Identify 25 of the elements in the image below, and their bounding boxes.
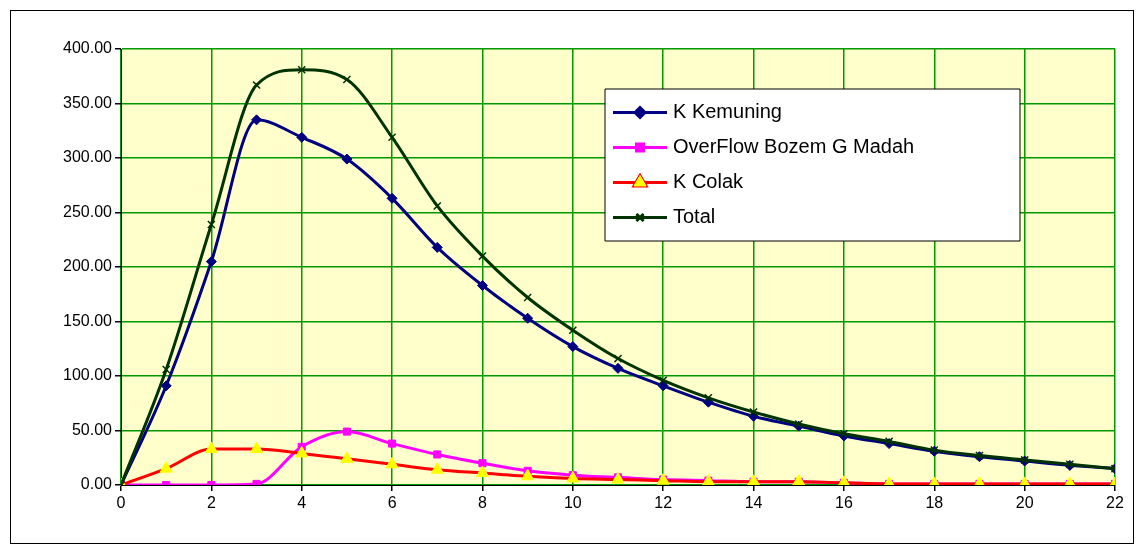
legend-label: K Colak bbox=[673, 170, 745, 193]
y-tick-label: 0.00 bbox=[80, 475, 113, 493]
y-tick-label: 200.00 bbox=[63, 257, 113, 275]
y-tick-label: 400.00 bbox=[63, 39, 113, 57]
x-tick-label: 18 bbox=[925, 494, 944, 512]
y-tick-label: 350.00 bbox=[63, 93, 113, 111]
x-tick-label: 22 bbox=[1106, 494, 1124, 512]
x-tick-label: 20 bbox=[1015, 494, 1034, 512]
x-tick-label: 14 bbox=[744, 494, 763, 512]
x-tick-label: 6 bbox=[387, 494, 397, 512]
x-tick-label: 0 bbox=[116, 494, 126, 512]
legend-label: Total bbox=[673, 205, 716, 228]
x-tick-label: 12 bbox=[654, 494, 673, 512]
y-tick-label: 300.00 bbox=[63, 148, 113, 166]
legend-label: K Kemuning bbox=[673, 100, 782, 123]
y-tick-label: 150.00 bbox=[63, 311, 113, 329]
legend-label: OverFlow Bozem G Madah bbox=[673, 135, 915, 158]
y-tick-label: 50.00 bbox=[71, 420, 113, 438]
x-tick-label: 8 bbox=[478, 494, 487, 512]
x-tick-label: 16 bbox=[835, 494, 853, 512]
x-tick-label: 2 bbox=[206, 494, 216, 512]
y-tick-label: 100.00 bbox=[63, 366, 113, 384]
y-tick-label: 250.00 bbox=[63, 202, 113, 220]
x-tick-label: 4 bbox=[297, 494, 307, 512]
x-tick-label: 10 bbox=[563, 494, 582, 512]
